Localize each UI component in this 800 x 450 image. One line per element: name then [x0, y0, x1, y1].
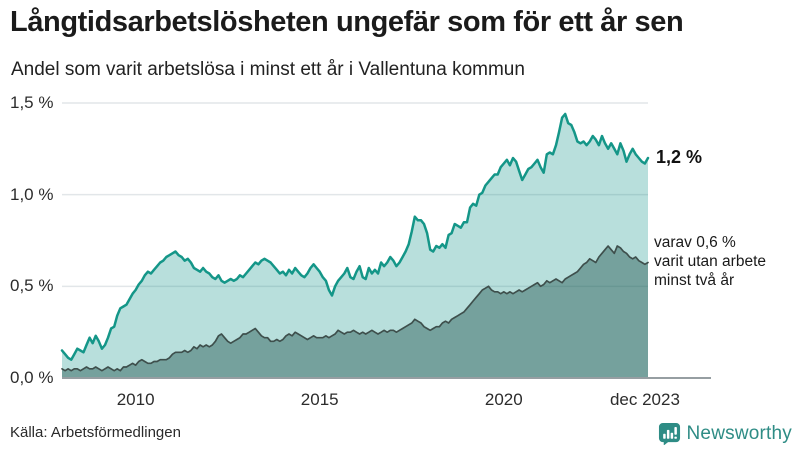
series-line-one-year	[60, 112, 650, 361]
series-line-two-years	[61, 245, 649, 372]
secondary-annotation-line: minst två år	[654, 272, 735, 289]
y-tick-label: 1,5 %	[10, 93, 54, 112]
chart-subtitle: Andel som varit arbetslösa i minst ett å…	[11, 59, 525, 80]
series-area-0	[62, 114, 648, 378]
x-tick-label: 2015	[300, 390, 339, 409]
x-tick-label: 2010	[116, 390, 155, 409]
page-title: Långtidsarbetslösheten ungefär som för e…	[10, 6, 684, 38]
secondary-annotation-line: varit utan arbete	[654, 253, 767, 270]
series-area-1	[62, 246, 648, 378]
latest-value-annotation: 1,2 %	[656, 147, 703, 167]
y-tick-label: 1,0 %	[10, 184, 54, 204]
x-tick-label: 2020	[484, 390, 523, 409]
source-credit: Källa: Arbetsförmedlingen	[10, 424, 181, 441]
secondary-annotation: varav 0,6 % varit utan arbete minst två …	[654, 233, 766, 290]
y-tick-label: 0,0 %	[10, 368, 54, 387]
brand-name: Newsworthy	[686, 422, 792, 444]
y-tick-label: 0,5 %	[10, 276, 54, 296]
newsworthy-logo[interactable]: Newsworthy	[658, 422, 792, 445]
newsworthy-chart-bubble-icon	[658, 422, 680, 445]
x-tick-label: dec 2023	[609, 390, 680, 409]
secondary-annotation-line: varav 0,6 %	[654, 234, 736, 251]
